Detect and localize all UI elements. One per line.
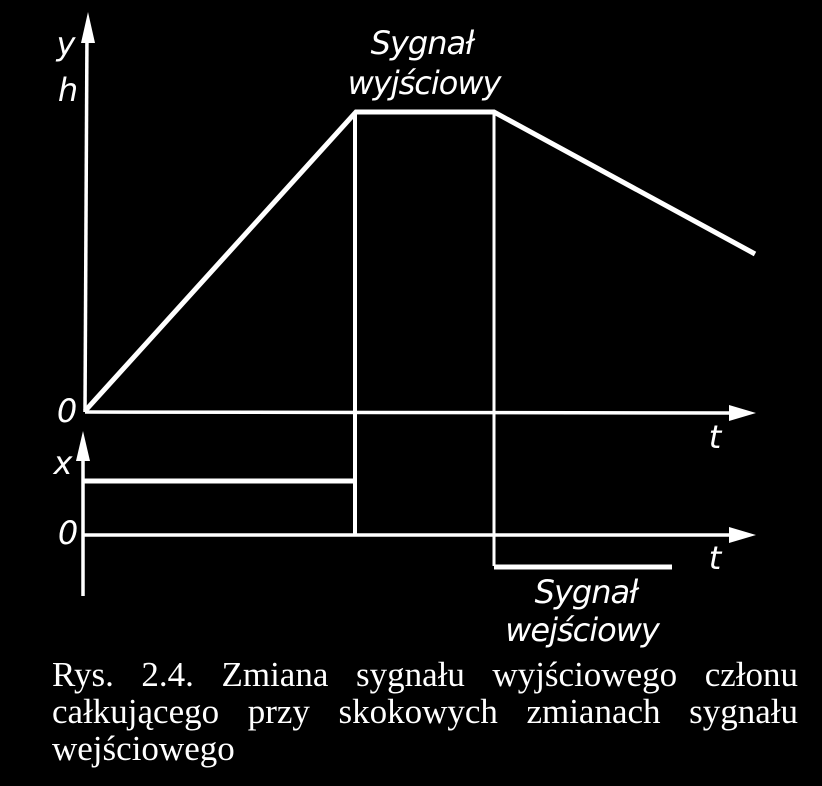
output-t-axis <box>84 410 734 415</box>
input-origin-label: 0 <box>58 514 78 552</box>
input-signal-label-line2: wejściowy <box>505 611 661 649</box>
input-y-axis-label: x <box>53 444 74 482</box>
input-signal-label-line1: Sygnał <box>535 573 640 611</box>
diagram-canvas: y h 0 t Sygnał wyjściowy x 0 t <box>53 12 757 649</box>
output-h-level-label: h <box>58 71 78 109</box>
output-t-axis-arrowhead-icon <box>729 405 756 421</box>
output-y-axis-label: y <box>56 25 77 63</box>
output-y-axis <box>83 29 89 413</box>
caption-line-3: wejściowego <box>52 729 235 768</box>
input-t-axis-label: t <box>709 539 723 577</box>
figure-caption: Rys. 2.4. Zmiana sygnału wyjściowego czł… <box>52 656 798 767</box>
output-curve <box>83 109 757 413</box>
caption-line-2: całkującego przy skokowych zmianach sygn… <box>52 692 798 731</box>
input-y-axis-arrowhead-icon <box>76 431 90 461</box>
output-plot: y h 0 t Sygnał wyjściowy <box>56 12 757 456</box>
output-origin-label: 0 <box>57 392 77 430</box>
input-t-axis-arrowhead-icon <box>729 527 756 543</box>
output-signal-label-line1: Sygnał <box>371 24 476 62</box>
output-y-axis-arrowhead-icon <box>81 12 95 43</box>
caption-line-1: Rys. 2.4. Zmiana sygnału wyjściowego czł… <box>52 655 798 694</box>
output-signal-label-line2: wyjściowy <box>348 64 503 102</box>
output-t-axis-label: t <box>709 418 723 456</box>
input-plot: x 0 t Sygnał wejściowy <box>53 431 756 649</box>
